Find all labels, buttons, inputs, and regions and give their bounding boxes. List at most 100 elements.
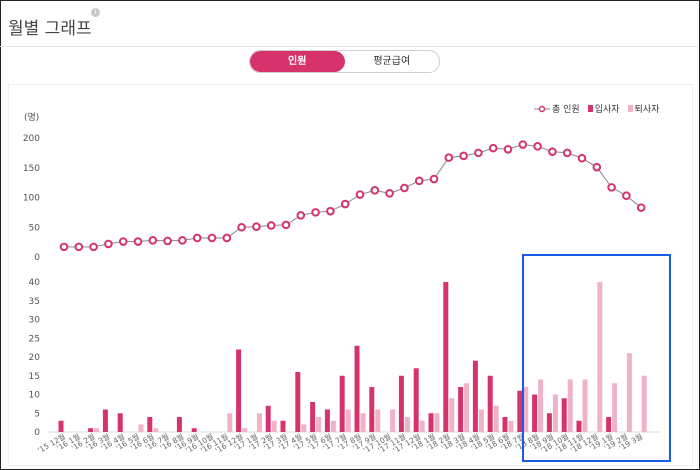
bar-hire xyxy=(280,420,286,432)
chart-legend: 총 인원 입사자 퇴사자 xyxy=(534,102,659,115)
bar-hire xyxy=(576,420,582,432)
bar-hire xyxy=(88,428,94,432)
line-point-total xyxy=(163,236,172,246)
line-y-tick-label: 200 xyxy=(23,134,40,144)
bar-hire xyxy=(443,282,449,432)
line-point-total xyxy=(444,153,454,162)
bar-leave xyxy=(404,417,410,432)
bar-leave xyxy=(434,413,440,432)
line-point-total xyxy=(577,153,587,163)
line-point-total xyxy=(207,233,217,243)
bar-leave xyxy=(316,417,322,432)
line-point-total xyxy=(192,233,202,243)
legend-leave-label: 퇴사자 xyxy=(634,105,660,115)
line-point-total xyxy=(503,145,513,154)
bar-hire xyxy=(191,428,197,432)
line-point-total xyxy=(622,191,631,201)
bar-leave xyxy=(538,379,544,432)
line-point-total xyxy=(252,222,261,231)
line-point-total xyxy=(607,183,616,192)
line-point-total xyxy=(237,222,246,232)
line-point-total xyxy=(178,236,187,245)
line-point-total xyxy=(474,148,483,158)
line-point-total xyxy=(296,211,306,220)
bar-y-tick-label: 15 xyxy=(29,372,40,382)
legend-leave[interactable]: 퇴사자 xyxy=(627,102,660,115)
line-point-total xyxy=(385,189,394,198)
bar-leave xyxy=(94,428,100,432)
tab-average-salary[interactable]: 평균급여 xyxy=(373,56,411,67)
bar-leave xyxy=(256,413,262,432)
bar-hire xyxy=(58,420,64,432)
line-point-total xyxy=(326,206,335,216)
bar-hire xyxy=(561,398,567,432)
legend-total[interactable]: 총 인원 xyxy=(534,102,580,115)
bar-leave xyxy=(597,282,603,432)
line-point-total xyxy=(148,236,158,245)
line-point-total xyxy=(59,242,69,252)
bar-hire xyxy=(606,417,612,432)
bar-y-tick-label: 30 xyxy=(29,316,41,326)
line-point-total xyxy=(266,221,276,230)
line-y-axis-label: (명) xyxy=(24,112,39,123)
bar-y-tick-label: 40 xyxy=(29,278,41,288)
page-title: 월별 그래프 xyxy=(8,19,92,39)
bar-hire xyxy=(472,360,478,432)
bar-leave xyxy=(419,420,425,432)
leave-swatch-icon xyxy=(627,105,633,112)
line-point-total xyxy=(74,242,84,252)
line-point-total xyxy=(281,220,291,230)
line-point-total xyxy=(636,203,646,212)
bar-hire xyxy=(339,375,345,432)
bar-y-tick-label: 20 xyxy=(29,353,41,363)
bar-y-tick-label: 5 xyxy=(34,409,40,419)
bar-leave xyxy=(375,409,381,432)
bar-leave xyxy=(582,379,588,432)
line-point-total xyxy=(89,242,98,252)
line-point-total xyxy=(370,186,380,195)
bar-hire xyxy=(546,413,552,432)
line-point-total xyxy=(459,151,468,161)
bar-leave xyxy=(552,394,558,432)
bar-hire xyxy=(117,413,123,432)
header-divider xyxy=(0,46,698,47)
bar-hire xyxy=(147,417,153,432)
line-point-total xyxy=(400,183,409,193)
bar-hire xyxy=(458,387,464,432)
line-y-tick-label: 0 xyxy=(34,253,40,263)
bar-leave xyxy=(508,420,514,432)
bar-hire xyxy=(310,402,316,432)
bar-leave xyxy=(390,409,396,432)
bar-hire xyxy=(369,387,375,432)
legend-total-label: 총 인원 xyxy=(552,105,580,115)
line-point-total xyxy=(414,176,424,186)
line-point-total xyxy=(118,237,128,246)
bar-leave xyxy=(330,420,336,432)
line-point-total xyxy=(222,233,232,243)
tab-group: 인원 평균급여 xyxy=(249,50,440,73)
legend-hire[interactable]: 입사자 xyxy=(587,102,620,115)
line-point-total xyxy=(592,162,602,172)
bar-leave xyxy=(493,405,499,432)
line-point-total xyxy=(488,143,498,153)
line-point-total xyxy=(133,237,143,246)
info-icon[interactable]: i xyxy=(91,8,100,17)
bar-hire xyxy=(265,405,271,432)
bar-leave xyxy=(138,424,144,432)
bar-hire xyxy=(413,368,419,432)
bar-leave xyxy=(641,375,647,432)
line-point-total xyxy=(311,208,320,217)
tab-headcount[interactable]: 인원 xyxy=(250,51,345,72)
line-y-tick-label: 50 xyxy=(29,223,41,233)
bar-y-tick-label: 10 xyxy=(29,391,41,401)
bar-leave xyxy=(478,409,484,432)
bar-leave xyxy=(360,413,366,432)
bar-hire xyxy=(398,375,404,432)
bar-hire xyxy=(102,409,108,432)
line-point-total xyxy=(104,239,113,249)
line-point-total xyxy=(355,190,365,199)
bar-leave xyxy=(242,428,248,432)
line-point-total xyxy=(518,140,528,149)
bar-y-tick-label: 25 xyxy=(29,334,40,344)
bar-y-tick-label: 0 xyxy=(34,428,40,438)
